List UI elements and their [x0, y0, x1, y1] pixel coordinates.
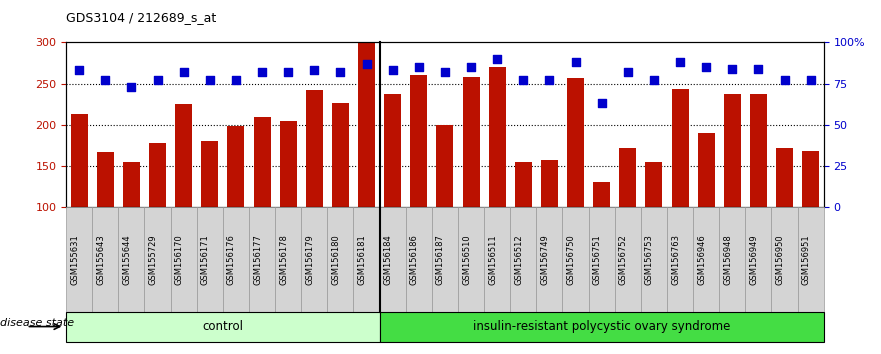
Bar — [175, 104, 192, 290]
Point — [725, 66, 739, 72]
Bar — [279, 121, 297, 290]
Text: GSM156510: GSM156510 — [462, 234, 471, 285]
Point — [647, 78, 661, 83]
Text: GSM156753: GSM156753 — [645, 234, 654, 285]
Bar — [803, 151, 819, 290]
Text: control: control — [203, 320, 243, 333]
Point — [803, 78, 818, 83]
Point — [176, 69, 190, 75]
Bar — [306, 90, 322, 290]
Bar — [671, 90, 689, 290]
Text: GSM156749: GSM156749 — [540, 234, 550, 285]
Bar — [227, 126, 244, 290]
Text: GSM155631: GSM155631 — [70, 234, 79, 285]
Bar — [776, 148, 793, 290]
Bar — [515, 162, 532, 290]
Point — [386, 68, 400, 73]
Point — [543, 78, 557, 83]
Bar — [567, 78, 584, 290]
Point — [464, 64, 478, 70]
Bar — [332, 103, 349, 290]
Point — [151, 78, 165, 83]
Point — [595, 101, 609, 106]
Text: GSM156948: GSM156948 — [723, 234, 732, 285]
Text: GSM156170: GSM156170 — [174, 234, 183, 285]
Text: GSM156946: GSM156946 — [697, 234, 707, 285]
Point — [98, 78, 112, 83]
Text: insulin-resistant polycystic ovary syndrome: insulin-resistant polycystic ovary syndr… — [473, 320, 730, 333]
Text: GSM156763: GSM156763 — [671, 234, 680, 285]
Point — [490, 56, 504, 62]
Text: GDS3104 / 212689_s_at: GDS3104 / 212689_s_at — [66, 11, 217, 24]
Point — [438, 69, 452, 75]
Bar — [70, 114, 87, 290]
Bar — [463, 77, 479, 290]
Text: ■: ■ — [70, 353, 82, 354]
Bar — [646, 162, 663, 290]
Text: GSM156176: GSM156176 — [227, 234, 236, 285]
Point — [203, 78, 217, 83]
Text: GSM156178: GSM156178 — [279, 234, 288, 285]
Bar — [358, 43, 375, 290]
Bar — [724, 93, 741, 290]
Text: GSM156750: GSM156750 — [566, 234, 575, 285]
Text: GSM156187: GSM156187 — [436, 234, 445, 285]
Text: GSM155729: GSM155729 — [149, 234, 158, 285]
Text: GSM156184: GSM156184 — [383, 234, 393, 285]
Text: GSM156186: GSM156186 — [410, 234, 418, 285]
Point — [281, 69, 295, 75]
Text: GSM156511: GSM156511 — [488, 234, 497, 285]
Point — [673, 59, 687, 65]
Text: GSM156181: GSM156181 — [358, 234, 366, 285]
Bar — [489, 67, 506, 290]
Point — [307, 68, 322, 73]
Bar — [201, 141, 218, 290]
Point — [255, 69, 269, 75]
Text: GSM156512: GSM156512 — [515, 234, 523, 285]
Point — [621, 69, 635, 75]
Point — [751, 66, 766, 72]
Text: disease state: disease state — [0, 318, 74, 328]
Bar — [384, 93, 401, 290]
Point — [359, 61, 374, 67]
Point — [229, 78, 243, 83]
Bar — [254, 116, 270, 290]
Bar — [97, 152, 114, 290]
Text: GSM156171: GSM156171 — [201, 234, 210, 285]
Bar — [750, 93, 766, 290]
Text: GSM156751: GSM156751 — [593, 234, 602, 285]
Point — [700, 64, 714, 70]
Text: GSM156179: GSM156179 — [306, 234, 315, 285]
Point — [72, 68, 86, 73]
Text: GSM156950: GSM156950 — [775, 234, 785, 285]
Point — [411, 64, 426, 70]
Text: GSM156951: GSM156951 — [802, 234, 811, 285]
Bar — [698, 133, 714, 290]
Bar — [619, 148, 636, 290]
Text: GSM155643: GSM155643 — [96, 234, 105, 285]
Bar — [593, 182, 611, 290]
Bar — [149, 143, 166, 290]
Point — [124, 84, 138, 90]
Point — [516, 78, 530, 83]
Bar — [411, 75, 427, 290]
Bar — [122, 162, 140, 290]
Point — [333, 69, 347, 75]
Text: GSM156177: GSM156177 — [253, 234, 262, 285]
Text: GSM156752: GSM156752 — [618, 234, 628, 285]
Bar — [436, 125, 454, 290]
Bar — [541, 160, 558, 290]
Point — [778, 78, 792, 83]
Point — [568, 59, 582, 65]
Text: GSM155644: GSM155644 — [122, 234, 131, 285]
Text: GSM156949: GSM156949 — [750, 234, 759, 285]
Text: GSM156180: GSM156180 — [331, 234, 340, 285]
